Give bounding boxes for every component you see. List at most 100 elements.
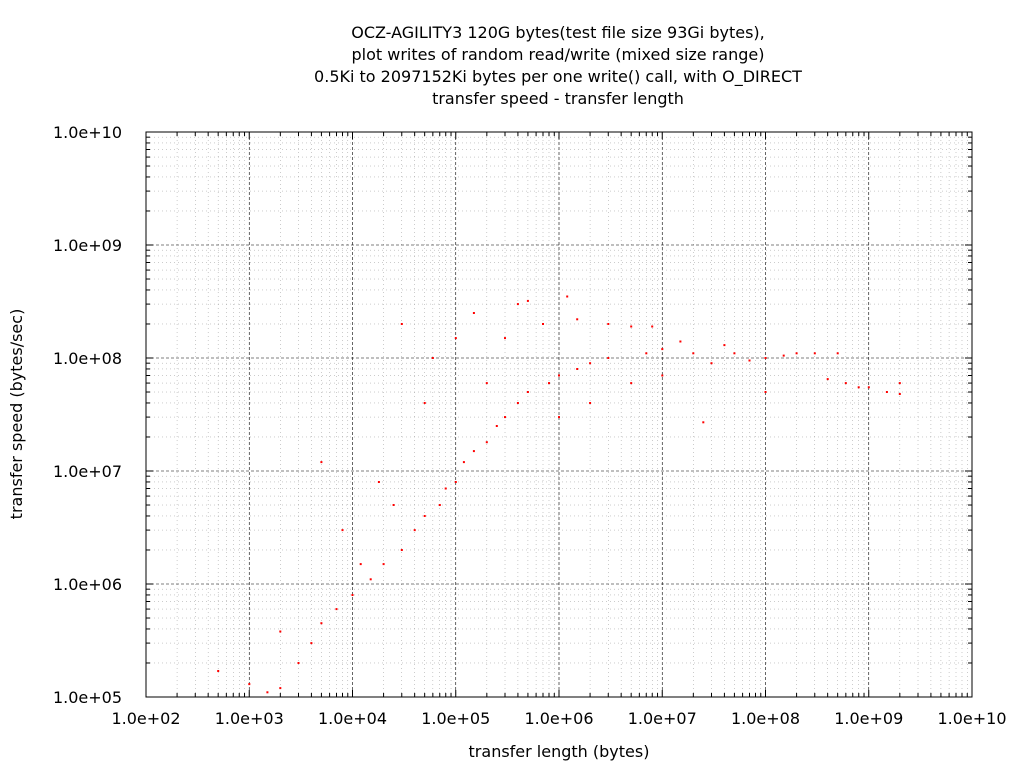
data-point (472, 450, 475, 453)
data-point (764, 391, 767, 393)
data-point (723, 344, 726, 347)
x-tick-label: 1.0e+08 (731, 709, 800, 728)
grid-lines (145, 132, 972, 698)
data-point (310, 642, 313, 645)
data-point (885, 391, 888, 393)
data-point (423, 402, 426, 404)
data-point (558, 416, 560, 419)
data-point (248, 683, 251, 686)
x-tick-label: 1.0e+07 (628, 709, 697, 728)
y-tick-label: 1.0e+09 (53, 236, 122, 255)
data-point (400, 549, 403, 551)
data-point (702, 421, 705, 424)
data-point (382, 563, 385, 566)
data-point (661, 374, 664, 377)
data-point (454, 481, 457, 483)
data-point (392, 504, 395, 506)
data-point (279, 687, 282, 690)
y-tick-label: 1.0e+10 (53, 123, 122, 142)
data-point (813, 352, 816, 355)
data-point (607, 323, 610, 325)
data-point (369, 578, 372, 581)
data-point (844, 382, 847, 385)
data-point (485, 441, 488, 444)
data-point (679, 340, 682, 343)
x-tick-labels: 1.0e+02 1.0e+03 1.0e+04 1.0e+05 1.0e+06 1.0e+… (111, 709, 1006, 728)
data-point (444, 487, 447, 490)
data-point (566, 295, 569, 298)
data-point (297, 662, 300, 664)
x-tick-label: 1.0e+09 (834, 709, 903, 728)
data-point (438, 504, 441, 506)
data-point (558, 374, 560, 377)
x-tick-label: 1.0e+10 (937, 709, 1006, 728)
data-point (589, 402, 592, 404)
chart-title: OCZ-AGILITY3 120G bytes(test file size 9… (314, 23, 802, 108)
data-point (413, 529, 416, 532)
data-point (504, 416, 506, 419)
y-tick-label: 1.0e+06 (53, 575, 122, 594)
y-tick-labels: 1.0e+05 1.0e+06 1.0e+07 1.0e+08 1.0e+09 1.0e+… (53, 123, 122, 707)
axis-ticks (145, 132, 972, 698)
data-point (898, 393, 901, 395)
x-tick-label: 1.0e+04 (318, 709, 387, 728)
data-point (462, 461, 465, 464)
title-line-4: transfer speed - transfer length (432, 89, 684, 108)
title-line-3: 0.5Ki to 2097152Ki bytes per one write()… (314, 67, 802, 87)
data-point (651, 325, 654, 328)
x-axis-label: transfer length (bytes) (469, 742, 650, 761)
data-point (351, 594, 354, 596)
data-point (341, 529, 344, 532)
data-points (217, 295, 901, 694)
data-point (320, 622, 323, 625)
y-tick-label: 1.0e+07 (53, 462, 122, 481)
x-tick-label: 1.0e+03 (215, 709, 284, 728)
data-point (485, 382, 488, 385)
data-point (710, 362, 713, 365)
data-point (607, 357, 610, 359)
x-tick-label: 1.0e+05 (421, 709, 490, 728)
data-point (423, 515, 426, 517)
y-tick-label: 1.0e+08 (53, 349, 122, 368)
data-point (217, 670, 220, 672)
data-point (576, 368, 579, 370)
data-point (454, 337, 457, 340)
data-point (826, 378, 829, 381)
data-point (542, 323, 544, 325)
data-point (661, 348, 664, 351)
x-tick-label: 1.0e+06 (524, 709, 593, 728)
data-point (526, 299, 529, 302)
data-point (898, 382, 901, 385)
title-line-2: plot writes of random read/write (mixed … (352, 45, 765, 64)
data-point (692, 352, 695, 355)
data-point (359, 563, 362, 566)
data-point (748, 359, 751, 362)
data-point (335, 608, 338, 611)
data-point (320, 461, 323, 464)
data-point (733, 352, 736, 355)
data-point (431, 357, 434, 359)
data-point (516, 303, 519, 306)
data-point (589, 362, 592, 365)
data-point (630, 325, 633, 328)
x-tick-label: 1.0e+02 (111, 709, 180, 728)
data-point (630, 382, 633, 385)
data-point (504, 337, 506, 340)
data-point (516, 402, 519, 404)
plot-frame (145, 131, 973, 698)
data-point (645, 352, 648, 355)
data-point (764, 357, 767, 359)
data-point (836, 352, 839, 355)
data-point (526, 391, 529, 393)
data-point (576, 318, 579, 321)
data-point (867, 386, 870, 389)
y-axis-label: transfer speed (bytes/sec) (7, 309, 26, 520)
title-line-1: OCZ-AGILITY3 120G bytes(test file size 9… (351, 23, 765, 42)
y-tick-label: 1.0e+05 (53, 688, 122, 707)
data-point (400, 323, 403, 325)
data-point (279, 630, 282, 633)
data-point (472, 312, 475, 314)
data-point (795, 352, 798, 355)
data-point (495, 425, 498, 427)
